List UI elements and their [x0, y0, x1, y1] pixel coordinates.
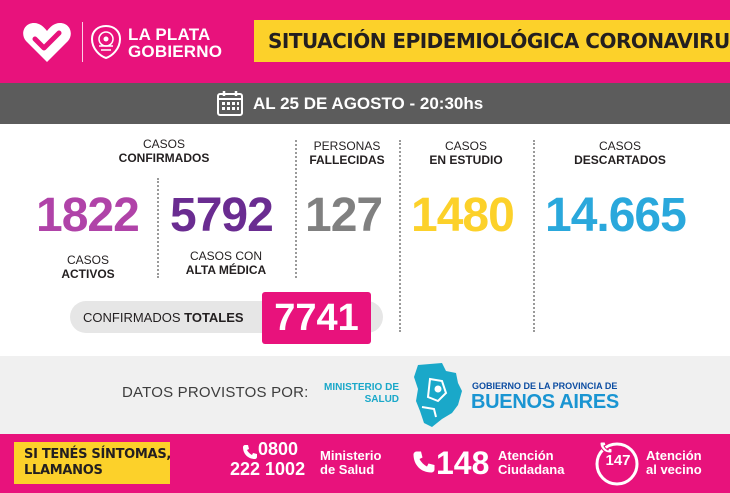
confirmed-cases-label: CASOS CONFIRMADOS: [118, 137, 210, 165]
phone-icon: [243, 445, 257, 459]
page-title: SITUACIÓN EPIDEMIOLÓGICA CORONAVIRUS: [268, 29, 730, 53]
province-name: BUENOS AIRES: [471, 391, 619, 413]
citizen-line-desc: Atención Ciudadana: [498, 448, 565, 477]
province-government-label: GOBIERNO DE LA PROVINCIA DE: [472, 381, 618, 391]
heart-logo-icon: [23, 23, 71, 62]
ministry-of-health: MINISTERIO DE SALUD: [324, 382, 400, 405]
under-study-label: CASOS EN ESTUDIO: [429, 139, 503, 167]
active-cases-label: CASOS ACTIVOS: [61, 253, 115, 281]
provider-label: DATOS PROVISTOS POR:: [122, 384, 309, 401]
data-provider-band: DATOS PROVISTOS POR: MINISTERIO DE SALUD…: [0, 356, 730, 434]
buenos-aires-map-icon: [414, 363, 462, 427]
phone-health-desc: Ministerio de Salud: [320, 448, 382, 477]
header-bar: LA PLATA GOBIERNO SITUACIÓN EPIDEMIOLÓGI…: [0, 0, 730, 83]
discarded-value: 14.665: [545, 189, 687, 242]
neighbor-line-desc: Atención al vecino: [646, 448, 702, 477]
totals-label: CONFIRMADOS TOTALES: [83, 310, 244, 325]
divider: [295, 140, 297, 278]
discarded-label: CASOS DESCARTADOS: [574, 139, 666, 167]
city-seal-icon: [90, 25, 122, 59]
logo-divider: [82, 22, 83, 62]
divider: [157, 178, 159, 278]
citizen-line-number[interactable]: 148: [436, 445, 490, 481]
calendar-icon: [217, 91, 243, 116]
recovered-cases-value: 5792: [170, 189, 274, 242]
symptoms-text: SI TENÉS SÍNTOMAS, LLAMANOS: [24, 447, 172, 478]
neighbor-line-number[interactable]: 147: [605, 452, 631, 469]
phone-health-number-line2[interactable]: 222 1002: [230, 459, 306, 479]
footer-bar: SI TENÉS SÍNTOMAS, LLAMANOS 0800 222 100…: [0, 434, 730, 493]
phone-health-number[interactable]: 0800: [258, 439, 299, 459]
totals-badge: 7741: [262, 292, 371, 344]
phone-icon: [413, 451, 435, 473]
deaths-label: PERSONAS FALLECIDAS: [309, 139, 385, 167]
phone-circle-icon: [595, 441, 639, 486]
divider: [533, 140, 535, 332]
symptoms-banner: SI TENÉS SÍNTOMAS, LLAMANOS: [14, 442, 172, 484]
title-banner: SITUACIÓN EPIDEMIOLÓGICA CORONAVIRUS: [254, 20, 730, 62]
brand-name: LA PLATA GOBIERNO: [128, 25, 223, 61]
date-bar: AL 25 DE AGOSTO - 20:30hs: [0, 83, 730, 124]
report-date: AL 25 DE AGOSTO - 20:30hs: [253, 94, 484, 113]
recovered-cases-label: CASOS CON ALTA MÉDICA: [185, 249, 267, 277]
active-cases-value: 1822: [36, 189, 140, 242]
divider: [399, 140, 401, 332]
under-study-value: 1480: [411, 189, 515, 242]
totals-value: 7741: [274, 297, 359, 339]
deaths-value: 127: [305, 189, 383, 242]
